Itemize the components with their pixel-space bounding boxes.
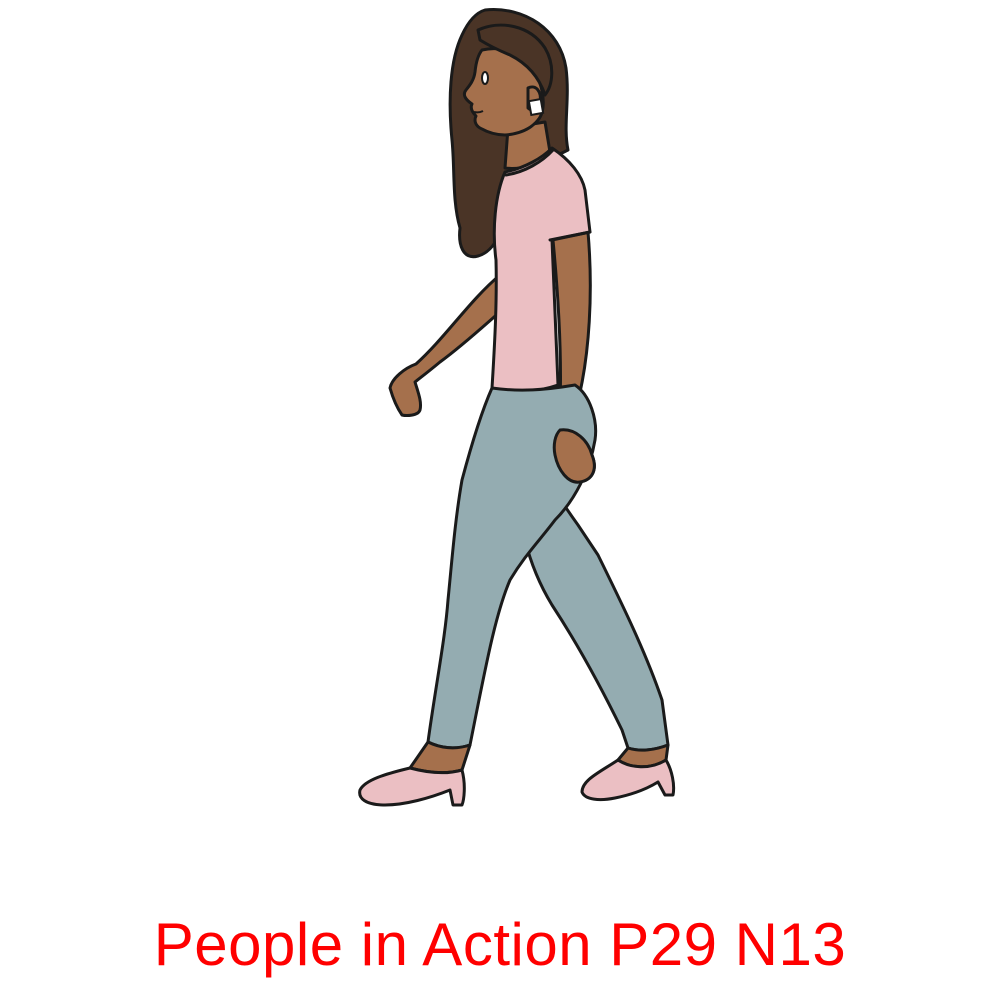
earring bbox=[527, 97, 545, 117]
eye bbox=[481, 71, 489, 85]
back-shoe bbox=[580, 758, 676, 802]
mouth bbox=[473, 110, 484, 114]
face bbox=[462, 47, 545, 137]
front-ankle bbox=[408, 740, 472, 775]
caption: People in Action P29 N13 bbox=[153, 911, 847, 978]
front-arm bbox=[388, 273, 522, 417]
sleeve-hem bbox=[548, 230, 592, 242]
shirt-collar bbox=[504, 148, 555, 177]
hair-fringe bbox=[476, 23, 554, 97]
front-leg bbox=[426, 383, 598, 750]
back-hand bbox=[552, 428, 596, 484]
front-shoe bbox=[358, 766, 466, 807]
